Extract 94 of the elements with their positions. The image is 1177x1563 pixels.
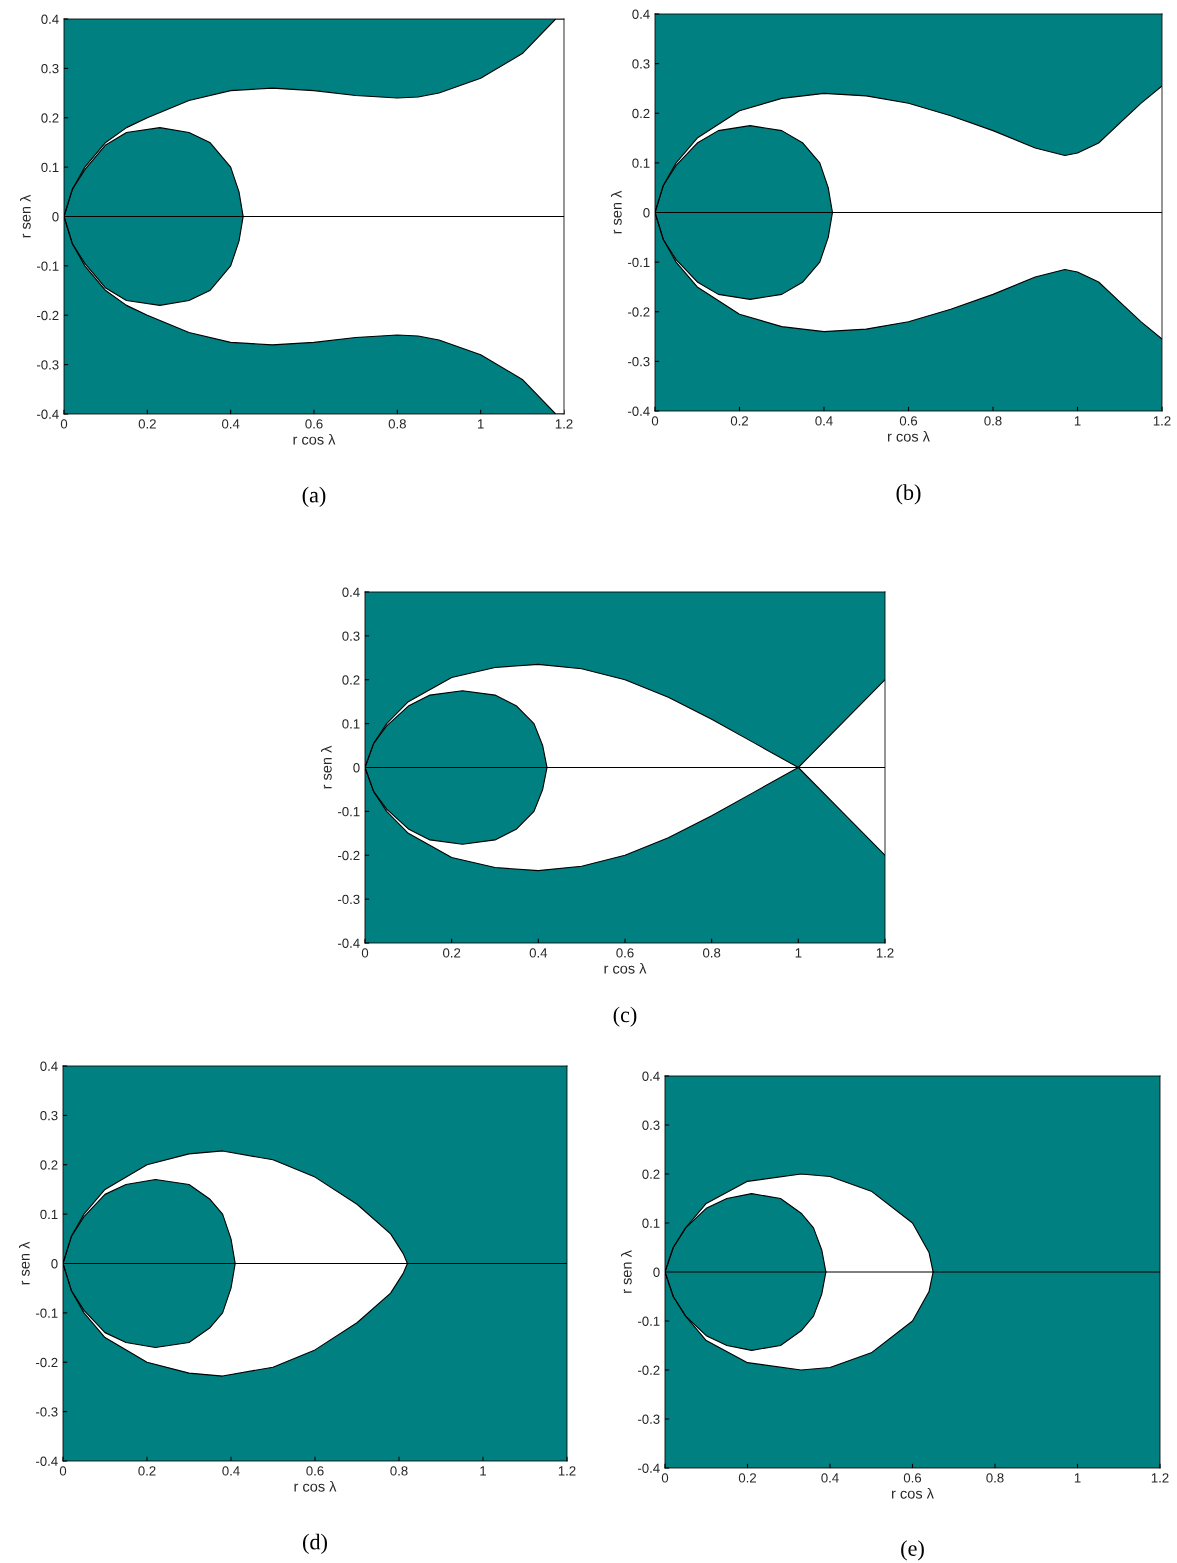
y-tick-label: 0.2 [41, 113, 59, 123]
x-tick-label: 0.2 [138, 419, 156, 429]
y-tick-label: 0.4 [342, 587, 360, 597]
y-tick-label: 0.4 [642, 1071, 660, 1081]
x-axis-title: r cos λ [293, 433, 336, 445]
y-tick-label: 0.4 [41, 14, 59, 24]
y-tick-label: 0 [52, 212, 59, 222]
y-tick-label: 0.1 [642, 1218, 660, 1228]
y-tick-label: -0.1 [627, 257, 650, 268]
y-tick-label: -0.2 [36, 310, 59, 321]
y-tick-label: 0.4 [40, 1061, 58, 1071]
x-tick-label: 0.8 [984, 416, 1002, 426]
x-tick-label: 0.2 [738, 1473, 757, 1483]
y-axis-title: r sen λ [20, 194, 31, 238]
x-tick-label: 0.6 [903, 1473, 922, 1483]
y-tick-label: -0.2 [627, 307, 650, 317]
x-axis-title: r cos λ [892, 1487, 934, 1499]
x-tick-label: 0 [60, 419, 68, 429]
y-tick-label: -0.4 [627, 406, 650, 416]
x-tick-label: 0 [361, 948, 369, 958]
y-tick-label: 0.2 [642, 1169, 660, 1179]
x-tick-label: 1.2 [558, 1466, 576, 1476]
x-tick-label: 0.2 [730, 416, 749, 426]
y-tick-label: 0.3 [632, 59, 650, 69]
text: (d) [303, 1533, 327, 1555]
y-axis-title: r sen λ [611, 190, 622, 234]
x-axis-title: r cos λ [888, 430, 930, 442]
x-tick-label: 1.2 [876, 948, 894, 958]
x-tick-label: 0 [59, 1466, 67, 1476]
x-tick-label: 0.6 [306, 1466, 324, 1476]
x-tick-label: 0.8 [388, 419, 406, 429]
y-tick-label: 0 [51, 1259, 58, 1269]
text: (b) [896, 484, 921, 505]
x-tick-label: 1 [795, 948, 802, 958]
y-tick-label: -0.1 [637, 1316, 660, 1326]
x-tick-label: 0.4 [222, 1466, 240, 1476]
y-tick-label: 0.1 [41, 162, 59, 173]
x-tick-label: 0.4 [821, 1473, 839, 1483]
text: (a) [302, 486, 326, 508]
x-tick-label: 1 [1074, 416, 1081, 426]
y-tick-label: -0.4 [36, 409, 59, 419]
text: (e) [901, 1540, 924, 1561]
y-tick-label: 0 [643, 208, 650, 218]
x-tick-label: 1.2 [555, 419, 573, 429]
y-tick-label: -0.4 [637, 1463, 660, 1473]
x-tick-label: 0.2 [443, 948, 461, 958]
y-tick-label: 0.3 [40, 1110, 58, 1121]
y-tick-label: 0.3 [342, 631, 360, 641]
y-tick-label: 0.1 [40, 1209, 58, 1220]
y-tick-label: 0.3 [642, 1120, 660, 1130]
y-tick-label: -0.1 [337, 806, 360, 817]
y-tick-label: 0.3 [41, 63, 59, 74]
x-axis-title: r cos λ [604, 962, 647, 974]
x-tick-label: 0.6 [616, 948, 634, 958]
y-tick-label: 0.1 [342, 719, 360, 729]
y-tick-label: -0.2 [337, 850, 360, 861]
x-tick-label: 0.8 [986, 1473, 1004, 1483]
y-tick-label: 0.2 [40, 1160, 58, 1170]
x-tick-label: 0.2 [138, 1466, 156, 1476]
y-tick-label: -0.1 [36, 261, 59, 271]
y-tick-label: -0.2 [35, 1357, 58, 1368]
y-tick-label: -0.2 [637, 1365, 660, 1375]
y-tick-label: 0.2 [342, 675, 360, 685]
y-tick-label: -0.4 [337, 938, 360, 948]
y-tick-label: -0.3 [627, 356, 650, 367]
y-tick-label: 0 [353, 763, 360, 773]
x-tick-label: 0 [661, 1473, 669, 1483]
x-tick-label: 0.8 [390, 1466, 408, 1476]
y-tick-label: -0.3 [637, 1414, 660, 1424]
x-tick-label: 1 [478, 419, 484, 429]
x-tick-label: 1.2 [1151, 1473, 1169, 1483]
y-axis-title: r sen λ [621, 1250, 632, 1293]
y-tick-label: -0.3 [35, 1407, 58, 1417]
y-tick-label: -0.4 [35, 1456, 58, 1466]
y-axis-title: r sen λ [19, 1241, 30, 1285]
y-tick-label: 0.2 [632, 108, 650, 119]
y-tick-label: 0.1 [632, 158, 650, 168]
x-tick-label: 0.6 [899, 416, 918, 426]
x-tick-label: 1 [480, 1466, 487, 1476]
y-tick-label: -0.1 [35, 1308, 58, 1318]
y-tick-label: 0 [653, 1267, 660, 1277]
y-tick-label: -0.3 [337, 894, 360, 905]
y-axis-title: r sen λ [321, 745, 332, 789]
text: (c) [613, 1006, 637, 1027]
x-tick-label: 0.4 [222, 419, 240, 429]
x-tick-label: 0.6 [305, 419, 323, 429]
x-axis-title: r cos λ [294, 1480, 337, 1492]
x-tick-label: 1.2 [1153, 416, 1171, 426]
x-tick-label: 0.4 [529, 948, 548, 958]
x-tick-label: 0.8 [703, 948, 721, 958]
y-tick-label: 0.4 [632, 9, 650, 19]
x-tick-label: 1 [1074, 1473, 1081, 1483]
y-tick-label: -0.3 [36, 360, 59, 370]
x-tick-label: 0.4 [815, 416, 833, 426]
